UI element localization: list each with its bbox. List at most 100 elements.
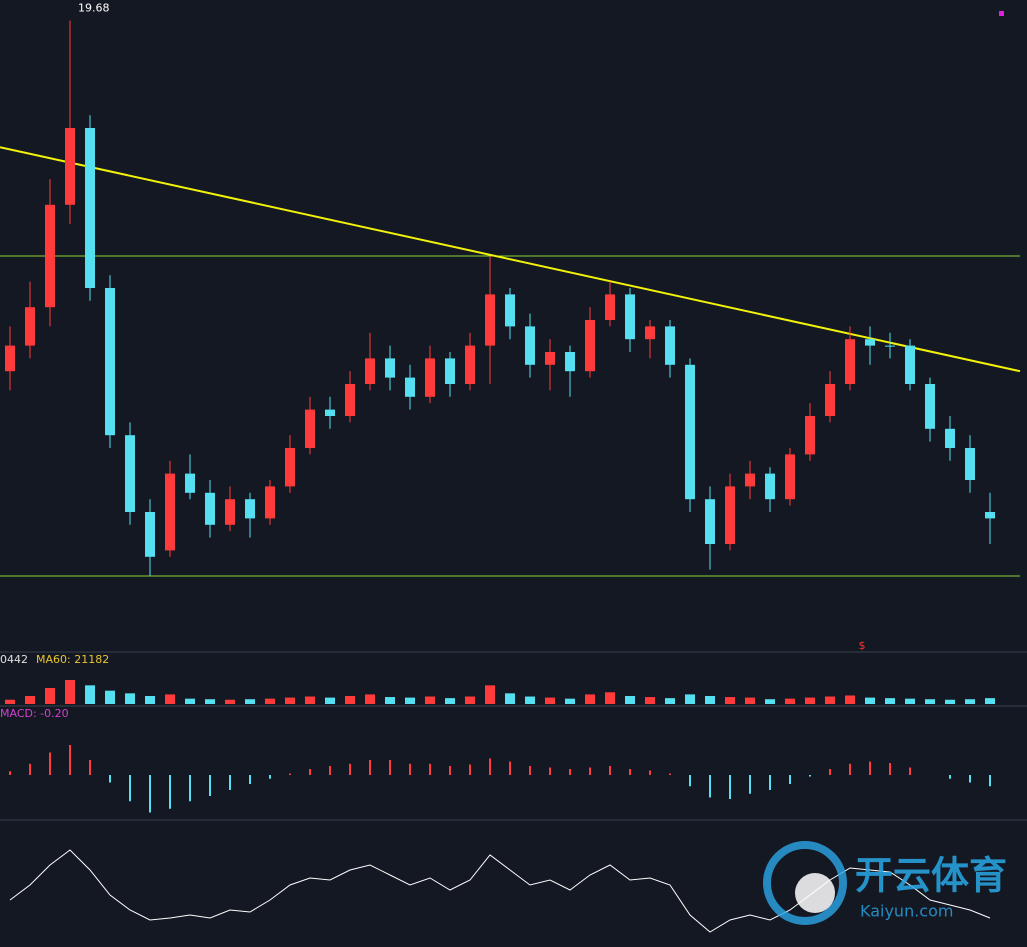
candle-body (825, 384, 835, 416)
corner-dot (999, 11, 1004, 16)
candle-body (45, 204, 55, 308)
candle-body (645, 326, 655, 340)
candle-body (225, 499, 235, 525)
candle-body (865, 339, 875, 346)
volume-bar (285, 697, 295, 704)
candle-body (185, 473, 195, 493)
volume-bar (605, 692, 615, 704)
volume-bar (885, 698, 895, 704)
candle-body (985, 512, 995, 519)
candle-body (65, 128, 75, 205)
high-label: 19.68 (78, 1, 110, 14)
volume-bar (85, 685, 95, 704)
candle-body (245, 499, 255, 519)
candle-body (305, 409, 315, 448)
volume-bar (525, 696, 535, 704)
candle-body (445, 358, 455, 384)
volume-bar (5, 699, 15, 704)
volume-bar (45, 688, 55, 704)
volume-bar (965, 699, 975, 704)
candle-body (425, 358, 435, 397)
candle-body (85, 128, 95, 288)
macd-label: MACD: -0.20 (0, 707, 69, 720)
candle-body (945, 428, 955, 448)
volume-bar (925, 699, 935, 704)
volume-bar (25, 696, 35, 704)
candle-body (625, 294, 635, 340)
candle-body (605, 294, 615, 320)
volume-bar (105, 690, 115, 704)
candle-body (765, 473, 775, 500)
candle-body (505, 294, 515, 327)
volume-bar (385, 697, 395, 704)
volume-bar (845, 695, 855, 704)
candle-body (585, 320, 595, 372)
watermark-title: 开云体育 (855, 854, 1007, 898)
candle-body (345, 384, 355, 416)
panel-separators (0, 651, 1027, 821)
volume-bar (125, 693, 135, 704)
candle-body (105, 288, 115, 436)
candle-body (325, 409, 335, 416)
volume-bar (225, 699, 235, 704)
candle-body (205, 492, 215, 525)
candle-body (365, 358, 375, 384)
volume-bar (625, 696, 635, 704)
volume-bar (305, 696, 315, 704)
volume-bar (205, 699, 215, 704)
candle-body (845, 339, 855, 384)
candle-body (805, 416, 815, 455)
candle-body (165, 473, 175, 551)
candle-body (785, 454, 795, 500)
candle-body (925, 384, 935, 429)
candle-body (285, 448, 295, 487)
candle-body (745, 473, 755, 487)
candle-body (685, 364, 695, 500)
watermark: 开云体育 Kaiyun.com (763, 841, 1007, 925)
volume-bar (745, 697, 755, 704)
volume-bar (325, 697, 335, 704)
signal-marker: $ (859, 639, 866, 652)
watermark-url: Kaiyun.com (860, 902, 953, 921)
volume-bar (145, 696, 155, 704)
candle-body (665, 326, 675, 365)
volume-bar (445, 698, 455, 704)
candle-body (525, 326, 535, 365)
candle-body (385, 358, 395, 378)
volume-ma-label: MA60: 21182 (36, 653, 109, 666)
volume-bar (565, 698, 575, 704)
volume-label: 0442 (0, 653, 28, 666)
candle-body (905, 345, 915, 384)
candle-body (145, 512, 155, 557)
volume-bar (765, 699, 775, 704)
volume-bar (365, 694, 375, 704)
volume-bar (665, 698, 675, 704)
candle-body (25, 307, 35, 346)
volume-bar (405, 697, 415, 704)
candle-body (725, 486, 735, 544)
volume-bar (705, 696, 715, 704)
candle-body (485, 294, 495, 346)
candle-body (405, 377, 415, 397)
candle-body (265, 486, 275, 519)
candle-body (5, 345, 15, 372)
volume-bar (165, 694, 175, 704)
volume-bar (345, 696, 355, 704)
candle-body (965, 448, 975, 480)
volume-bar (865, 697, 875, 704)
volume-bar (245, 699, 255, 704)
candle-body (545, 352, 555, 365)
candle-body (705, 499, 715, 544)
volume-bar (265, 698, 275, 704)
volume-bar (185, 698, 195, 704)
volume-bar (65, 680, 75, 704)
volume-bar (505, 693, 515, 704)
volume-bar (825, 696, 835, 704)
volume-bar (805, 697, 815, 704)
candle-body (565, 352, 575, 372)
volume-bar (905, 698, 915, 704)
candle-body (885, 345, 895, 347)
volume-bar (585, 694, 595, 704)
